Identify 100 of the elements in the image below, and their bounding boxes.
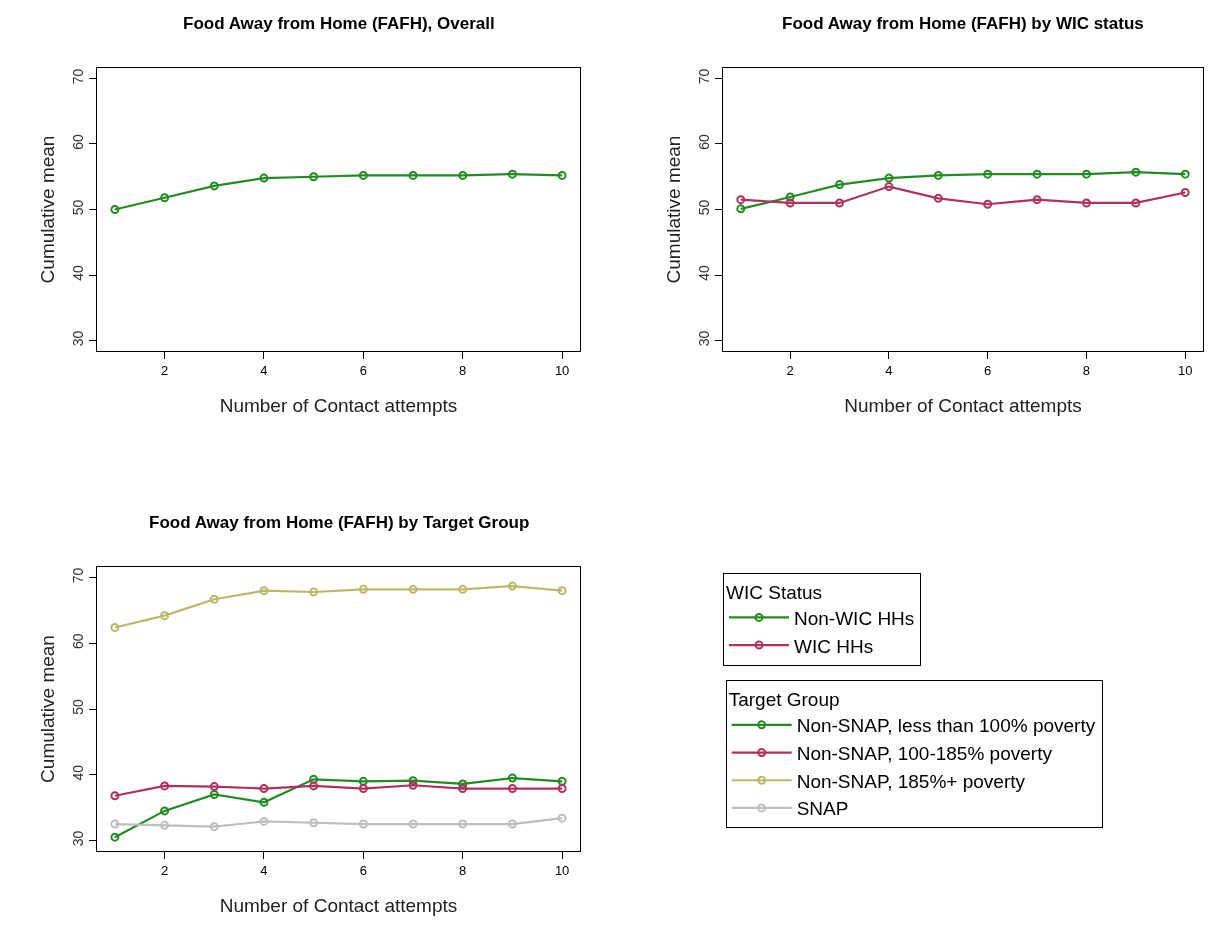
point — [458, 170, 468, 180]
x-tick-label: 8 — [459, 362, 467, 378]
x-tick-label: 2 — [786, 362, 794, 378]
legend-title: Target Group — [728, 688, 840, 710]
point — [1131, 167, 1141, 177]
point — [358, 776, 368, 786]
y-tick-label: 30 — [70, 830, 87, 847]
legend-label: Non-SNAP, 100-185% poverty — [796, 742, 1053, 764]
point — [507, 784, 517, 794]
x-tick-label: 4 — [260, 862, 268, 878]
point — [110, 205, 120, 214]
point — [835, 198, 845, 208]
point — [557, 170, 567, 180]
point — [507, 581, 517, 591]
point — [259, 586, 269, 596]
legend-label: SNAP — [796, 798, 849, 820]
point — [309, 774, 319, 784]
y-tick-label: 60 — [70, 633, 87, 649]
point — [209, 594, 219, 604]
y-axis-title: Cumulative mean — [37, 135, 59, 284]
x-axis-title: Number of Contact attempts — [219, 395, 458, 417]
point — [110, 791, 120, 801]
point — [209, 822, 219, 832]
x-tick-label: 10 — [1177, 362, 1193, 378]
point — [259, 797, 269, 807]
point — [507, 819, 517, 829]
x-tick-label: 2 — [160, 862, 169, 878]
x-tick-label: 8 — [1082, 362, 1091, 378]
point — [785, 198, 795, 208]
point — [557, 784, 567, 794]
y-tick-label: 40 — [70, 264, 87, 281]
point — [309, 781, 319, 791]
x-axis-title: Number of Contact attempts — [844, 395, 1082, 417]
point — [557, 586, 567, 596]
point — [160, 193, 170, 203]
y-tick-label: 30 — [70, 330, 87, 347]
point — [1032, 169, 1042, 179]
y-tick-label: 50 — [70, 199, 87, 216]
y-axis-title: Cumulative mean — [37, 635, 59, 783]
point — [358, 170, 368, 180]
point — [983, 199, 993, 209]
point — [1131, 198, 1141, 208]
point — [209, 789, 219, 799]
point — [507, 169, 517, 179]
point — [1081, 169, 1091, 179]
point — [557, 813, 567, 823]
x-tick-label: 4 — [885, 362, 893, 378]
point — [408, 819, 418, 829]
point — [983, 169, 993, 179]
point — [1081, 198, 1091, 208]
legend-label: Non-SNAP, 185%+ poverty — [796, 770, 1026, 792]
point — [408, 780, 418, 790]
point — [309, 818, 319, 828]
point — [160, 611, 170, 621]
y-tick-label: 50 — [70, 698, 87, 715]
legend-label: WIC HHs — [794, 635, 874, 657]
point — [458, 784, 468, 794]
point — [458, 779, 468, 789]
y-tick-label: 40 — [696, 264, 713, 281]
point — [736, 204, 746, 214]
y-tick-label: 70 — [70, 567, 87, 584]
point — [160, 820, 170, 830]
legend-label: Non-WIC HHs — [794, 607, 915, 629]
point — [835, 180, 845, 190]
point — [557, 776, 567, 786]
point — [884, 173, 894, 183]
x-tick-label: 10 — [554, 362, 570, 378]
point — [458, 584, 468, 594]
point — [1180, 187, 1190, 197]
point — [507, 773, 517, 783]
chart-title: Food Away from Home (FAFH), Overall — [183, 14, 495, 33]
point — [259, 173, 269, 183]
point — [408, 584, 418, 594]
legend-label: Non-SNAP, less than 100% poverty — [796, 715, 1096, 737]
point — [408, 776, 418, 786]
point — [309, 172, 319, 182]
point — [1032, 195, 1042, 205]
point — [736, 195, 746, 205]
x-axis-title: Number of Contact attempts — [219, 895, 458, 917]
point — [209, 181, 219, 191]
point — [160, 806, 170, 816]
point — [933, 193, 943, 203]
point — [408, 170, 418, 180]
y-tick-label: 60 — [70, 133, 87, 150]
y-tick-label: 70 — [696, 68, 713, 85]
x-tick-label: 4 — [260, 362, 268, 378]
y-axis-title: Cumulative mean — [663, 135, 685, 284]
x-tick-label: 6 — [984, 362, 992, 378]
x-tick-label: 8 — [459, 862, 467, 878]
point — [458, 819, 468, 829]
y-tick-label: 60 — [696, 133, 713, 150]
point — [358, 819, 368, 829]
point — [110, 819, 120, 829]
point — [785, 192, 795, 202]
point — [160, 781, 170, 791]
point — [110, 832, 120, 842]
point — [309, 587, 319, 597]
x-tick-label: 2 — [160, 362, 169, 378]
point — [358, 584, 368, 594]
point — [884, 182, 894, 192]
